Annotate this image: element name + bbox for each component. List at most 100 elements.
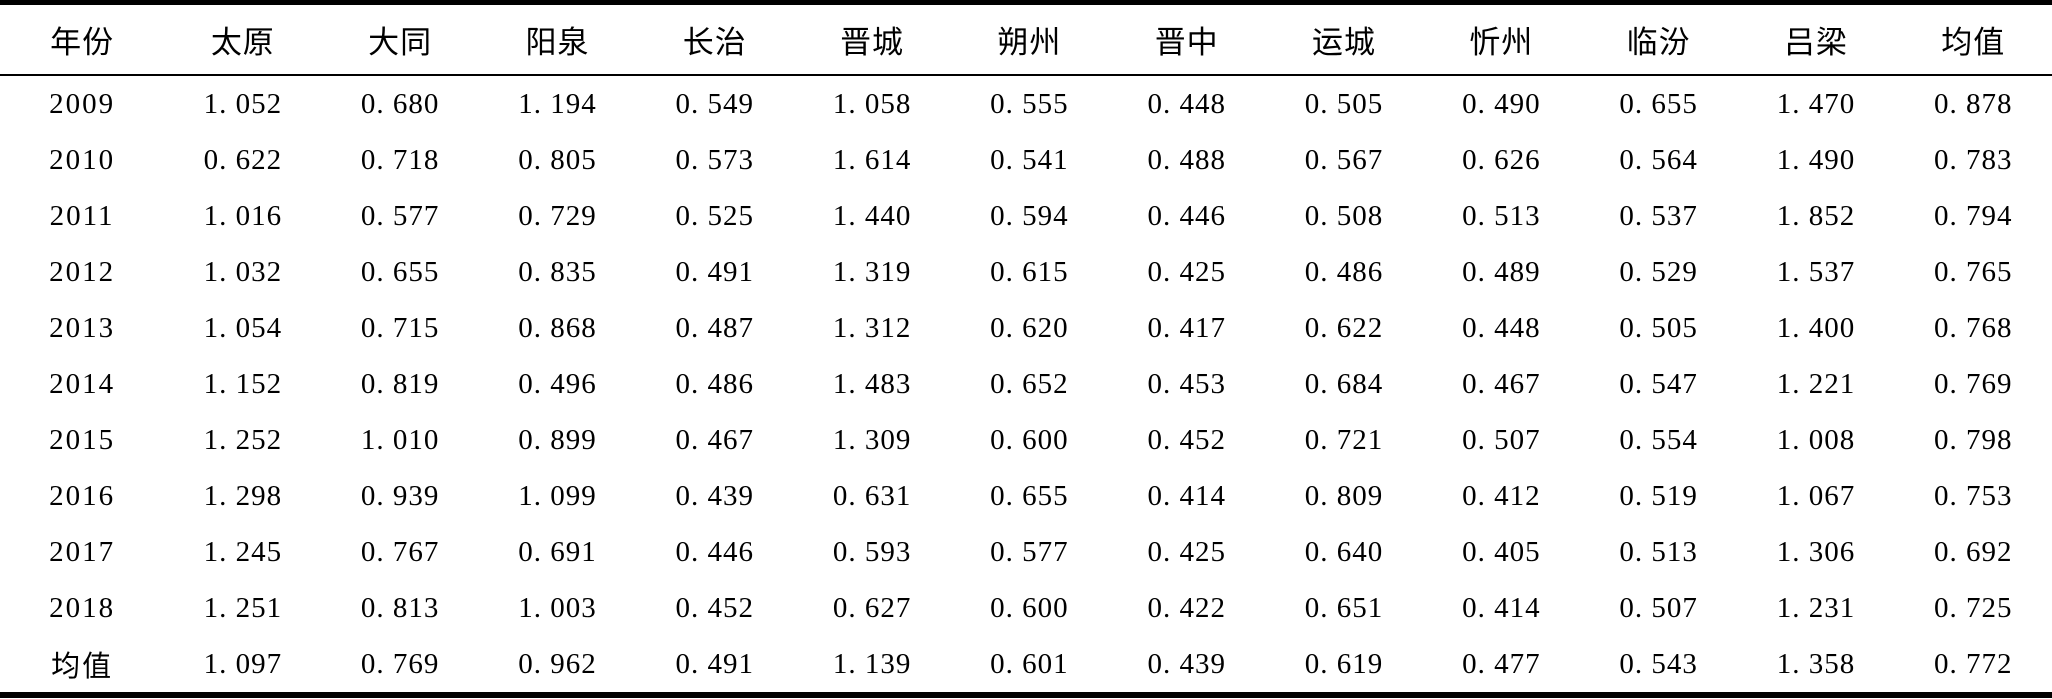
- table-cell: 0. 783: [1934, 143, 2013, 176]
- table-row: 2018 1. 251 0. 813 1. 003 0. 452 0. 627 0. 600…: [0, 580, 2052, 636]
- table-row: 2013 1. 054 0. 715 0. 868 0. 487 1. 312 0. 620…: [0, 300, 2052, 356]
- table-cell: 0. 405: [1462, 535, 1541, 568]
- column-header-changzhi: 长治: [636, 2, 794, 76]
- table-cell: 0. 422: [1147, 591, 1226, 624]
- table-cell: 1. 298: [203, 479, 283, 512]
- table-cell: 0. 809: [1304, 479, 1384, 512]
- table-cell: 0. 819: [360, 367, 440, 400]
- table-cell: 0. 878: [1934, 87, 2013, 120]
- row-label-cell: 2018: [49, 591, 116, 624]
- table-cell: 0. 486: [675, 367, 754, 400]
- table-cell: 0. 594: [990, 199, 1069, 232]
- table-cell: 1. 003: [518, 591, 597, 624]
- table-cell: 1. 152: [203, 367, 283, 400]
- table-cell: 0. 543: [1619, 647, 1698, 680]
- table-cell: 0. 765: [1934, 255, 2013, 288]
- row-label-cell: 2009: [49, 87, 116, 120]
- table-cell: 0. 593: [832, 535, 912, 568]
- table-row: 2009 1. 052 0. 680 1. 194 0. 549 1. 058 0. 555…: [0, 75, 2052, 132]
- table-row: 2017 1. 245 0. 767 0. 691 0. 446 0. 593 0. 577…: [0, 524, 2052, 580]
- table-cell: 0. 753: [1934, 479, 2013, 512]
- table-cell: 0. 622: [203, 143, 283, 176]
- table-cell: 0. 489: [1462, 255, 1541, 288]
- table-cell: 0. 573: [675, 143, 754, 176]
- table-cell: 0. 615: [990, 255, 1069, 288]
- table-cell: 0. 425: [1147, 255, 1226, 288]
- table-row: 2016 1. 298 0. 939 1. 099 0. 439 0. 631 0. 655…: [0, 468, 2052, 524]
- table-cell: 0. 564: [1619, 143, 1698, 176]
- table-cell: 0. 448: [1462, 311, 1541, 344]
- table-cell: 0. 452: [1147, 423, 1226, 456]
- table-cell: 0. 490: [1462, 87, 1541, 120]
- table-cell: 0. 467: [1462, 367, 1541, 400]
- table-cell: 0. 601: [990, 647, 1069, 680]
- table-cell: 0. 505: [1619, 311, 1698, 344]
- table-cell: 0. 691: [518, 535, 597, 568]
- table-cell: 0. 655: [990, 479, 1069, 512]
- table-cell: 1. 016: [203, 199, 283, 232]
- table-cell: 0. 439: [1147, 647, 1226, 680]
- table-cell: 1. 306: [1776, 535, 1856, 568]
- table-cell: 0. 412: [1462, 479, 1541, 512]
- table-cell: 1. 470: [1776, 87, 1856, 120]
- table-cell: 0. 491: [675, 255, 754, 288]
- table-cell: 0. 529: [1619, 255, 1698, 288]
- table-cell: 0. 769: [1934, 367, 2013, 400]
- table-cell: 0. 835: [518, 255, 597, 288]
- table-cell: 1. 400: [1776, 311, 1856, 344]
- table-cell: 1. 231: [1776, 591, 1856, 624]
- table-cell: 0. 425: [1147, 535, 1226, 568]
- table-cell: 0. 767: [360, 535, 440, 568]
- table-row: 均值 1. 097 0. 769 0. 962 0. 491 1. 139 0. 601 0.…: [0, 636, 2052, 695]
- table-cell: 0. 555: [990, 87, 1069, 120]
- table-cell: 1. 614: [832, 143, 912, 176]
- table-cell: 0. 798: [1934, 423, 2013, 456]
- table-row: 2012 1. 032 0. 655 0. 835 0. 491 1. 319 0. 615…: [0, 244, 2052, 300]
- table-cell: 1. 537: [1776, 255, 1856, 288]
- table-cell: 0. 525: [675, 199, 754, 232]
- table-cell: 0. 414: [1462, 591, 1541, 624]
- table-cell: 0. 508: [1304, 199, 1384, 232]
- table-cell: 1. 099: [518, 479, 597, 512]
- column-header-mean: 均值: [1894, 2, 2052, 76]
- table-cell: 0. 519: [1619, 479, 1698, 512]
- column-header-year: 年份: [0, 2, 165, 76]
- table-row: 2011 1. 016 0. 577 0. 729 0. 525 1. 440 0. 594…: [0, 188, 2052, 244]
- table-cell: 0. 619: [1304, 647, 1384, 680]
- column-header-jincheng: 晋城: [793, 2, 951, 76]
- table-cell: 1. 852: [1776, 199, 1856, 232]
- table-cell: 0. 513: [1462, 199, 1541, 232]
- table-cell: 0. 554: [1619, 423, 1698, 456]
- table-cell: 1. 058: [832, 87, 912, 120]
- table-row: 2010 0. 622 0. 718 0. 805 0. 573 1. 614 0. 541…: [0, 132, 2052, 188]
- column-header-datong: 大同: [321, 2, 479, 76]
- table-cell: 1. 008: [1776, 423, 1856, 456]
- table-cell: 1. 252: [203, 423, 283, 456]
- table-cell: 0. 537: [1619, 199, 1698, 232]
- table-cell: 1. 052: [203, 87, 283, 120]
- table-cell: 0. 769: [360, 647, 440, 680]
- table-cell: 0. 655: [1619, 87, 1698, 120]
- column-header-jinzhong: 晋中: [1108, 2, 1266, 76]
- table-cell: 0. 452: [675, 591, 754, 624]
- table-cell: 0. 486: [1304, 255, 1384, 288]
- table-cell: 1. 251: [203, 591, 283, 624]
- table-body: 2009 1. 052 0. 680 1. 194 0. 549 1. 058 0. 555…: [0, 75, 2052, 695]
- table-cell: 0. 627: [832, 591, 912, 624]
- column-header-shuozhou: 朔州: [950, 2, 1109, 76]
- table-cell: 0. 718: [360, 143, 440, 176]
- table-cell: 0. 417: [1147, 311, 1226, 344]
- row-label-cell: 2012: [49, 255, 116, 288]
- table-row: 2014 1. 152 0. 819 0. 496 0. 486 1. 483 0. 652…: [0, 356, 2052, 412]
- table-cell: 1. 032: [203, 255, 283, 288]
- table-cell: 0. 477: [1462, 647, 1541, 680]
- table-cell: 0. 446: [1147, 199, 1226, 232]
- row-label-cell: 2013: [49, 311, 116, 344]
- table-cell: 0. 729: [518, 199, 597, 232]
- column-header-taiyuan: 太原: [164, 2, 322, 76]
- table-cell: 0. 513: [1619, 535, 1698, 568]
- table-cell: 1. 312: [832, 311, 912, 344]
- table-cell: 1. 054: [203, 311, 283, 344]
- table-cell: 0. 600: [990, 423, 1069, 456]
